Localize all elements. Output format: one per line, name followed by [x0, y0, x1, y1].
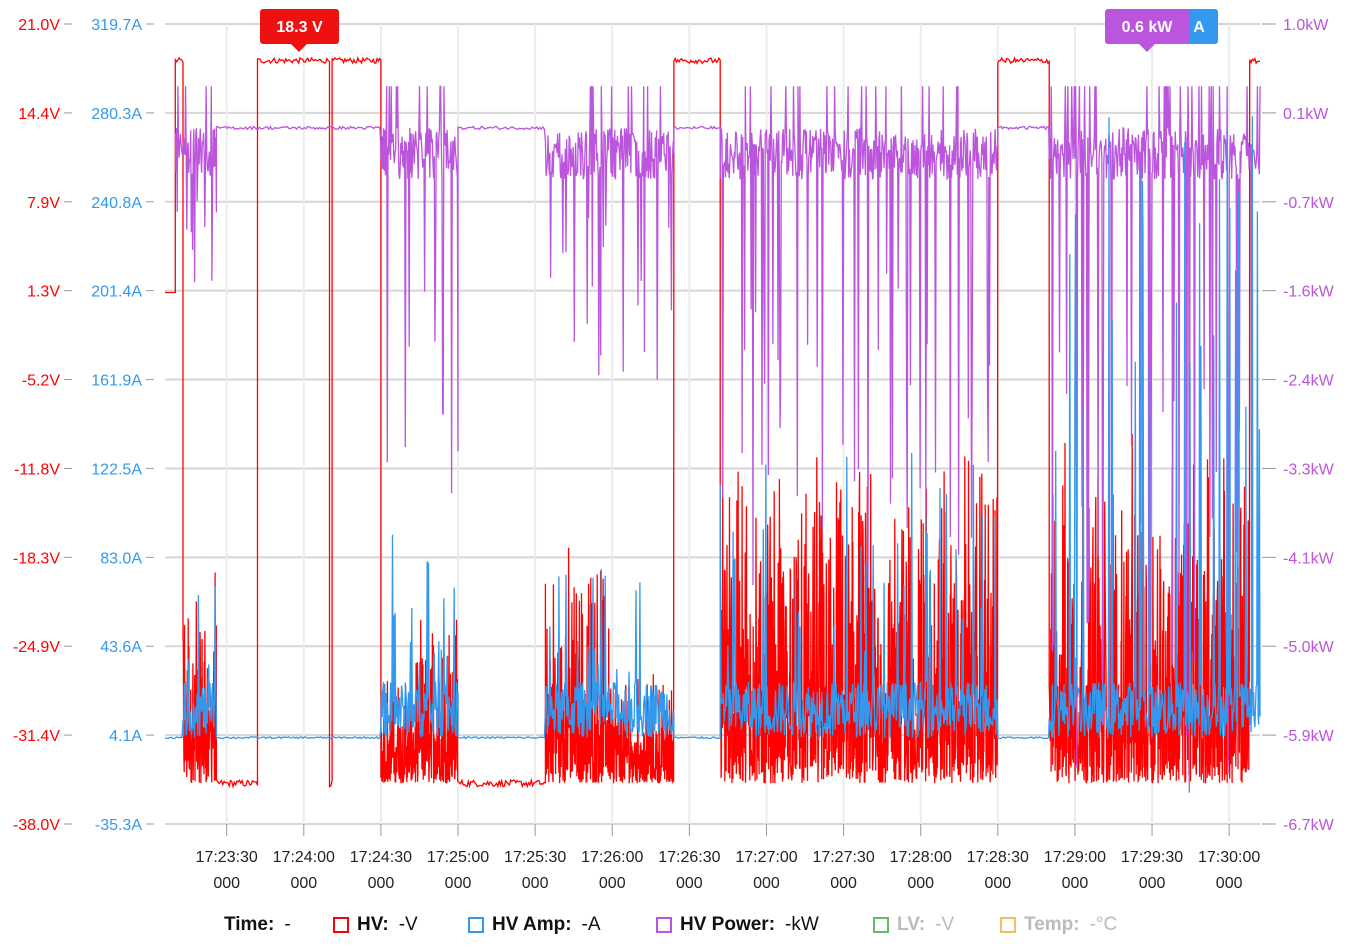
chart-legend: Time: - HV: -V HV Amp: -A HV Power: -kW LV: -V Tem…: [0, 910, 1350, 940]
x-tick-label: 17:24:00: [273, 849, 335, 866]
y-tick-label-hv: -38.0V: [13, 817, 60, 834]
hv-badge-text: 18.3 V: [276, 19, 323, 36]
y-tick-label-hv: 14.4V: [18, 106, 60, 123]
y-tick-label-hv_power: -4.1kW: [1283, 550, 1335, 567]
x-tick-sublabel: 000: [1216, 875, 1243, 892]
y-tick-label-hv_power: -5.0kW: [1283, 639, 1335, 656]
y-tick-label-hv_power: -6.7kW: [1283, 817, 1335, 834]
y-tick-label-hv_power: -2.4kW: [1283, 373, 1335, 390]
y-tick-label-hv_power: 0.1kW: [1283, 106, 1329, 123]
legend-swatch-temp[interactable]: [1000, 917, 1016, 933]
y-tick-label-hv_power: -3.3kW: [1283, 461, 1335, 478]
x-tick-sublabel: 000: [213, 875, 240, 892]
legend-label: LV:: [897, 914, 926, 935]
legend-item-hv_power[interactable]: HV Power: -kW: [656, 910, 819, 940]
legend-label: Time:: [224, 914, 275, 935]
y-tick-label-hv_amp: 319.7A: [91, 17, 142, 34]
x-tick-label: 17:29:30: [1121, 849, 1183, 866]
y-tick-label-hv: -24.9V: [13, 639, 60, 656]
x-tick-label: 17:29:00: [1044, 849, 1106, 866]
legend-item-temp[interactable]: Temp: -°C: [1000, 910, 1117, 940]
x-tick-label: 17:24:30: [350, 849, 412, 866]
legend-label: HV:: [357, 914, 389, 935]
legend-swatch-lv[interactable]: [873, 917, 889, 933]
legend-value: -°C: [1089, 914, 1118, 935]
legend-item-hv[interactable]: HV: -V: [333, 910, 418, 940]
y-axis-voltage: 21.0V 14.4V 7.9V 1.3V -5.2V -11.8V -18.3V -24.9…: [13, 17, 60, 834]
chart[interactable]: 17:23:30 000 17:24:00 000 17:24:30 000 17:25:0…: [0, 0, 1350, 905]
y-tick-label-hv_amp: -35.3A: [95, 817, 142, 834]
legend-value: -A: [581, 914, 601, 935]
amp-badge-text: A: [1193, 19, 1205, 36]
tooltip-badges: 18.3 V A 0.6 kW: [260, 9, 1218, 52]
y-tick-label-hv: 21.0V: [18, 17, 60, 34]
x-tick-label: 17:25:00: [427, 849, 489, 866]
x-tick-label: 17:26:30: [658, 849, 720, 866]
legend-item-lv[interactable]: LV: -V: [873, 910, 954, 940]
x-tick-label: 17:27:30: [812, 849, 874, 866]
y-tick-label-hv_amp: 280.3A: [91, 106, 142, 123]
legend-label: HV Power:: [680, 914, 776, 935]
x-tick-sublabel: 000: [599, 875, 626, 892]
legend-value: -V: [935, 914, 955, 935]
x-tick-sublabel: 000: [753, 875, 780, 892]
x-tick-sublabel: 000: [984, 875, 1011, 892]
y-axis-current: 319.7A 280.3A 240.8A 201.4A 161.9A 122.5A 83.0…: [91, 17, 142, 834]
y-tick-label-hv_amp: 83.0A: [100, 550, 142, 567]
x-tick-label: 17:26:00: [581, 849, 643, 866]
legend-value: -: [284, 914, 291, 935]
y-tick-label-hv: -5.2V: [22, 373, 61, 390]
hv-value-badge: 18.3 V: [260, 9, 339, 52]
x-tick-sublabel: 000: [1139, 875, 1166, 892]
y-tick-label-hv_power: 1.0kW: [1283, 17, 1329, 34]
legend-swatch-hv[interactable]: [333, 917, 349, 933]
y-tick-label-hv: 1.3V: [27, 284, 60, 301]
x-tick-sublabel: 000: [445, 875, 472, 892]
y-tick-label-hv_amp: 4.1A: [109, 728, 142, 745]
x-tick-label: 17:23:30: [196, 849, 258, 866]
x-tick-sublabel: 000: [830, 875, 857, 892]
legend-item-time: Time: -: [224, 910, 291, 940]
x-tick-label: 17:28:00: [890, 849, 952, 866]
series-hv-line: [165, 55, 1261, 789]
legend-swatch-hv_power[interactable]: [656, 917, 672, 933]
y-tick-label-hv_amp: 201.4A: [91, 284, 142, 301]
legend-label: Temp:: [1024, 914, 1080, 935]
x-tick-sublabel: 000: [676, 875, 703, 892]
series-hv-amp-line: [164, 116, 1261, 740]
series-layer: [164, 55, 1261, 793]
y-axis-power: 1.0kW 0.1kW -0.7kW -1.6kW -2.4kW -3.3kW -4.1kW…: [1283, 17, 1335, 834]
x-tick-sublabel: 000: [1062, 875, 1089, 892]
x-tick-sublabel: 000: [290, 875, 317, 892]
y-tick-label-hv: -11.8V: [14, 461, 60, 478]
x-tick-sublabel: 000: [368, 875, 395, 892]
legend-item-hv_amp[interactable]: HV Amp: -A: [468, 910, 601, 940]
x-tick-sublabel: 000: [522, 875, 549, 892]
legend-value: -kW: [785, 914, 819, 935]
y-tick-label-hv_amp: 161.9A: [91, 373, 142, 390]
y-tick-label-hv_power: -5.9kW: [1283, 728, 1335, 745]
power-badge-text: 0.6 kW: [1122, 19, 1174, 36]
legend-label: HV Amp:: [492, 914, 572, 935]
y-tick-label-hv_power: -0.7kW: [1283, 195, 1335, 212]
y-tick-label-hv_power: -1.6kW: [1283, 284, 1335, 301]
x-tick-sublabel: 000: [907, 875, 934, 892]
y-tick-label-hv: 7.9V: [27, 195, 60, 212]
series-hv-power-line: [174, 85, 1261, 793]
legend-value: -V: [398, 914, 418, 935]
x-axis-labels: 17:23:30 000 17:24:00 000 17:24:30 000 17:25:0…: [196, 849, 1261, 892]
y-tick-label-hv_amp: 122.5A: [91, 461, 142, 478]
x-tick-label: 17:28:30: [967, 849, 1029, 866]
legend-swatch-hv_amp[interactable]: [468, 917, 484, 933]
y-tick-label-hv_amp: 43.6A: [100, 639, 142, 656]
power-value-badge: 0.6 kW: [1105, 9, 1189, 52]
x-tick-label: 17:27:00: [735, 849, 797, 866]
y-tick-label-hv: -18.3V: [13, 550, 60, 567]
y-tick-label-hv: -31.4V: [13, 728, 60, 745]
x-tick-label: 17:25:30: [504, 849, 566, 866]
y-tick-label-hv_amp: 240.8A: [91, 195, 142, 212]
x-tick-label: 17:30:00: [1198, 849, 1260, 866]
